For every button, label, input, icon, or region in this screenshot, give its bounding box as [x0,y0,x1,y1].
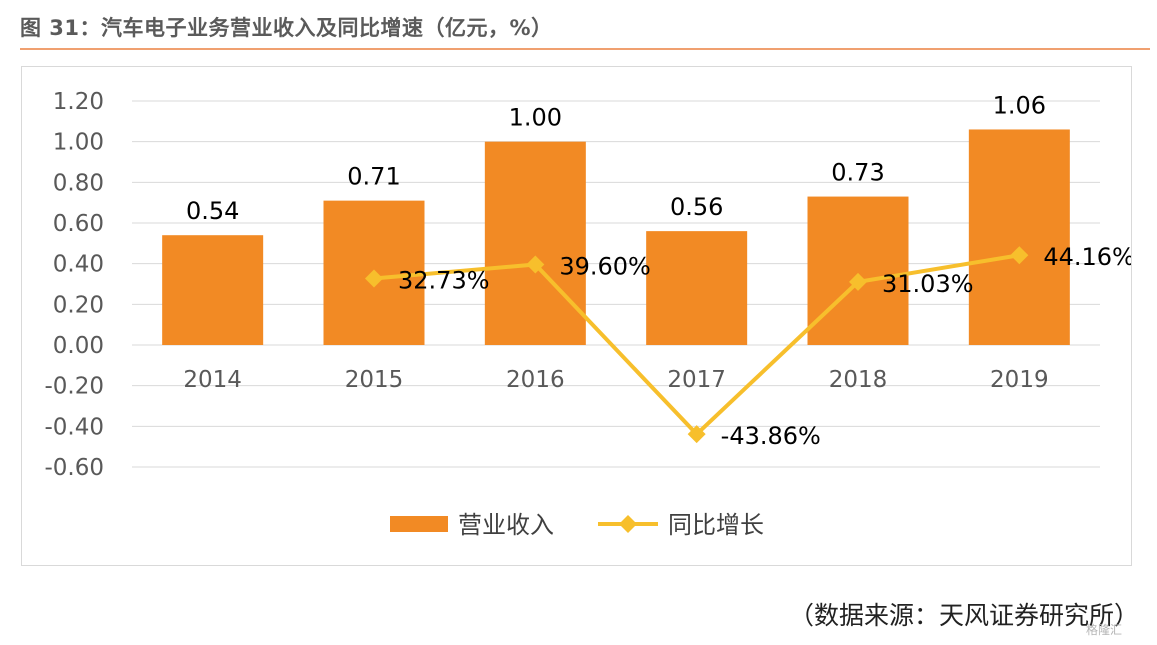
x-tick-label: 2017 [667,367,726,393]
legend-swatch-revenue [390,516,448,532]
y-tick-label: 0.00 [53,333,104,359]
y-tick-label: 1.00 [53,130,104,156]
bar-value-label: 0.54 [186,197,239,225]
x-tick-label: 2018 [829,367,888,393]
title-divider [20,48,1150,50]
legend-swatch-growth-marker [619,515,637,533]
x-tick-label: 2014 [183,367,242,393]
data-source-note: （数据来源：天风证券研究所） [788,601,1139,630]
growth-marker [849,272,867,291]
bar-value-label: 1.06 [993,91,1046,119]
watermark-logo: 格隆汇 [1086,623,1123,637]
legend-label-revenue: 营业收入 [458,511,554,539]
growth-value-label: 44.16% [1043,243,1131,271]
bar [807,196,909,345]
bar [968,129,1070,345]
y-tick-label: 0.60 [53,211,104,237]
x-tick-label: 2019 [990,367,1049,393]
y-tick-label: -0.40 [44,414,104,440]
bar-value-label: 0.56 [670,193,723,221]
bar [162,235,264,345]
growth-marker [1010,246,1029,265]
growth-value-label: 39.60% [559,252,651,280]
y-tick-label: 1.20 [53,89,104,115]
chart-frame: 1.20 1.00 0.80 0.60 0.40 0.20 0.00 -0.20 -0.40 -0… [21,66,1132,566]
x-tick-label: 2015 [345,367,404,393]
growth-value-label: 32.73% [398,266,490,294]
x-tick-label: 2016 [506,367,565,393]
bar [484,141,586,345]
chart-title: 图 31：汽车电子业务营业收入及同比增速（亿元，%） [20,16,553,40]
y-tick-label: 0.20 [53,292,104,318]
chart-svg: 1.20 1.00 0.80 0.60 0.40 0.20 0.00 -0.20 -0.40 -0… [44,89,1131,539]
bar-value-label: 1.00 [509,104,562,132]
bar [646,231,748,345]
y-tick-label: -0.60 [44,455,104,481]
bar-value-label: 0.73 [831,159,884,187]
growth-marker [687,425,706,444]
growth-marker [365,269,383,288]
y-tick-label: 0.80 [53,170,104,196]
bar-value-label: 0.71 [347,163,400,191]
legend-label-growth: 同比增长 [668,511,764,539]
growth-value-label: -43.86% [721,422,821,450]
y-tick-label: -0.20 [44,374,104,400]
growth-value-label: 31.03% [882,270,974,298]
y-tick-label: 0.40 [53,252,104,278]
